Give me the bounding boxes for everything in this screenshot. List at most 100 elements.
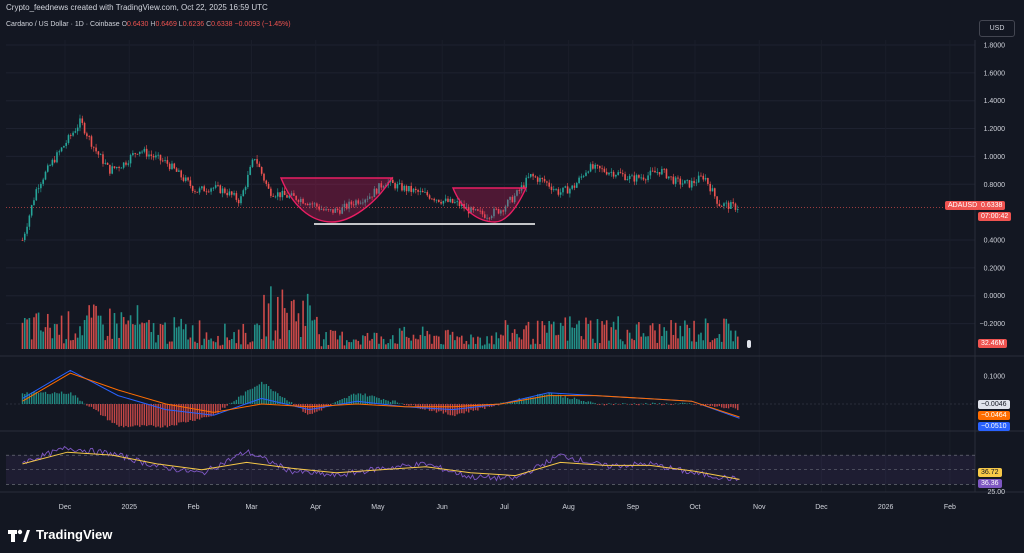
macd-histogram-bar [240,395,242,404]
candle-body [270,188,272,196]
time-axis-label: Dec [815,504,828,511]
candle-body [109,164,111,174]
volume-bar [72,339,74,349]
volume-bar [596,319,599,349]
volume-bar [283,308,286,349]
macd-histogram-bar [143,404,146,426]
candle-body [263,173,265,181]
macd-histogram-bar [431,404,433,412]
price-axis-label: 1.2000 [984,126,1006,133]
volume-bar [474,343,477,349]
candle-body [309,203,311,206]
pattern-annotations [279,177,535,225]
candle-body [81,118,84,123]
candle-body [72,132,74,136]
macd-histogram-bar [500,402,502,404]
volume-bar [500,334,502,349]
macd-histogram-bar [168,404,171,427]
volume-bar [341,331,343,349]
candle-body [53,159,56,163]
macd-histogram-bar [511,400,514,404]
candle-body [228,191,231,196]
candle-body [391,179,394,184]
volume-bar [417,339,419,349]
candle-body [559,192,562,195]
volume-bar [316,316,318,349]
event-marker-icon [747,340,751,348]
candle-body [122,162,125,168]
currency-button[interactable]: USD [979,20,1015,37]
candle-body [60,147,63,152]
macd-histogram-bar [99,404,102,416]
candle-body [378,183,380,194]
macd-histogram-bar [182,404,185,422]
candle-body [587,171,590,173]
volume-bar [624,344,626,349]
macd-histogram-bar [162,404,164,428]
candle-body [451,198,454,203]
macd-histogram-bar [334,402,336,404]
volume-bar [288,330,291,349]
candle-body [350,201,353,205]
macd-histogram-bar [585,402,587,404]
candle-body [194,190,196,192]
candle-body [306,203,309,206]
candle-body [557,189,560,195]
macd-histogram-bar [53,392,56,404]
candle-body [212,187,215,189]
volume-bar [290,301,293,349]
volume-bar [272,340,274,349]
volume-bar [99,315,102,349]
candle-body [74,131,77,133]
volume-bar [695,341,698,349]
macd-histogram-bar [63,393,65,404]
macd-histogram-bar [49,394,51,404]
volume-bar [258,325,261,349]
candle-body [412,188,415,192]
rsi-axis-label: 25.00 [987,489,1005,496]
volume-bar [585,317,587,349]
time-axis-label: Feb [187,504,199,511]
countdown-tag: 07:00:42 [978,212,1012,222]
candle-body [191,186,194,191]
candle-body [437,199,440,203]
candle-body [672,176,675,184]
volume-bar [196,342,199,349]
candle-body [118,166,120,169]
macd-histogram-bar [102,404,104,416]
volume-bar [398,328,401,349]
candle-body [332,209,334,213]
macd-histogram-bar [332,403,334,404]
candle-body [341,207,343,214]
macd-histogram-bar [594,403,596,404]
macd-histogram-bar [730,404,732,407]
macd-histogram-bar [97,404,100,412]
volume-bar [700,332,702,349]
volume-bar [339,335,341,349]
volume-bar [109,308,111,349]
macd-histogram-bar [24,394,26,404]
macd-histogram-bar [219,404,221,411]
volume-bar [396,343,399,349]
macd-histogram-bar [265,383,267,404]
time-axis-label: Dec [59,504,72,511]
volume-bar [33,317,35,349]
candle-body [115,166,118,169]
macd-histogram-bar [718,404,721,407]
volume-bar [603,324,606,349]
candle-body [483,214,486,218]
candle-body [343,203,346,208]
macd-histogram-bar [148,404,150,426]
volume-bar [263,294,265,349]
volume-bar [26,319,28,349]
macd-histogram-bar [93,404,95,409]
volume-bar [382,338,385,349]
volume-bar [640,336,642,349]
volume-bar [371,338,373,349]
macd-histogram-bar [113,404,116,424]
macd-histogram-bar [267,386,270,404]
candle-body [525,177,527,188]
macd-axis-label: 0.1000 [984,374,1006,381]
candle-body [304,203,307,205]
